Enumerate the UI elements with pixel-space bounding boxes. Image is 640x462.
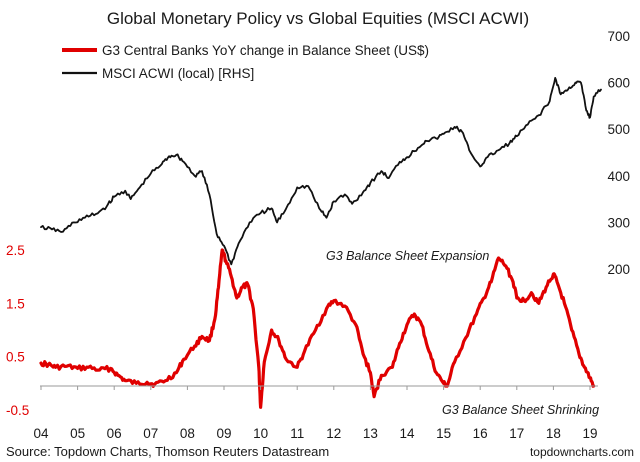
- legend-label-msci: MSCI ACWI (local) [RHS]: [102, 66, 254, 81]
- brand-label: topdowncharts.com: [530, 445, 634, 459]
- x-tick-label: 18: [546, 426, 561, 441]
- x-tick-label: 13: [363, 426, 378, 441]
- x-tick-label: 04: [33, 426, 49, 441]
- x-tick-label: 08: [180, 426, 195, 441]
- x-tick-label: 05: [70, 426, 85, 441]
- x-tick-label: 12: [326, 426, 341, 441]
- x-tick-label: 11: [290, 426, 304, 441]
- axes: 04 05 06 07 08 09 10 11 12 13 14 15 16 17 18 19 2.5 1.5 0.…: [6, 29, 630, 441]
- y-right-tick-label: 300: [607, 215, 630, 230]
- x-tick-label: 19: [582, 426, 597, 441]
- annotation-shrinking: G3 Balance Sheet Shrinking: [442, 403, 599, 417]
- legend: G3 Central Banks YoY change in Balance S…: [62, 43, 429, 81]
- series-line-msci: [40, 77, 602, 266]
- x-tick-label: 15: [436, 426, 451, 441]
- y-left-tick-label: 0.5: [6, 350, 25, 365]
- y-right-tick-label: 700: [607, 29, 630, 44]
- x-tick-label: 09: [216, 426, 231, 441]
- y-right-tick-label: 400: [607, 169, 630, 184]
- source-note: Source: Topdown Charts, Thomson Reuters …: [6, 444, 329, 459]
- y-right-tick-label: 200: [607, 262, 630, 277]
- x-tick-label: 07: [143, 426, 158, 441]
- x-tick-label: 16: [473, 426, 488, 441]
- x-tick-label: 14: [399, 426, 415, 441]
- y-left-tick-label: 2.5: [6, 243, 25, 258]
- y-left-tick-label: -0.5: [6, 403, 29, 418]
- y-right-tick-label: 500: [607, 122, 630, 137]
- legend-label-balance-sheet: G3 Central Banks YoY change in Balance S…: [102, 43, 429, 58]
- annotation-expansion: G3 Balance Sheet Expansion: [326, 249, 489, 263]
- chart-title: Global Monetary Policy vs Global Equitie…: [107, 9, 529, 28]
- series-line-balance-sheet: [39, 248, 596, 409]
- y-right-tick-label: 600: [607, 76, 630, 91]
- y-left-tick-label: 1.5: [6, 296, 25, 311]
- x-tick-label: 17: [509, 426, 524, 441]
- x-tick-label: 06: [107, 426, 122, 441]
- x-tick-label: 10: [253, 426, 268, 441]
- plot-area: [39, 77, 602, 409]
